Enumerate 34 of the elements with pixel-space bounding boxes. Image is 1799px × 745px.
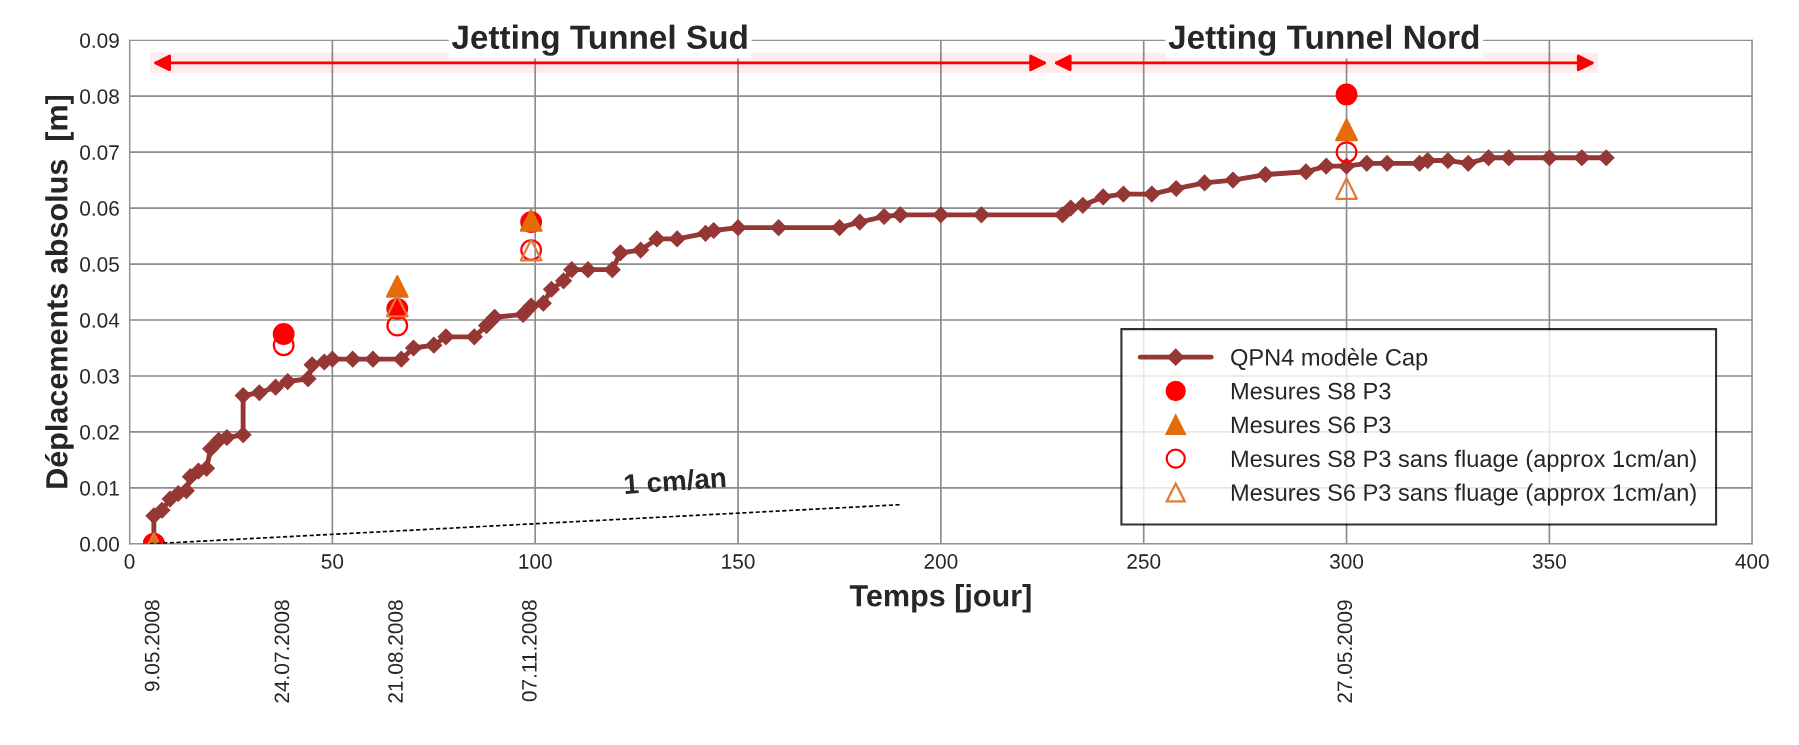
x-tick-label: 250 [1127, 554, 1161, 569]
legend-label: Mesures S8 P3 sans fluage (approx 1cm/an) [1231, 449, 1696, 472]
y-tick-label: 0.04 [80, 313, 120, 328]
legend-label: QPN4 modèle Cap [1231, 348, 1428, 371]
band-label: Jetting Tunnel Nord [1168, 24, 1479, 56]
y-tick-label: 0.00 [80, 536, 119, 552]
y-tick-label: 0.02 [80, 424, 119, 440]
annotation: 1 cm/an [624, 466, 726, 495]
y-tick-label: 0.06 [80, 201, 119, 216]
legend-label: Mesures S6 P3 [1231, 416, 1391, 434]
x-tick-label: 50 [321, 554, 344, 569]
y-tick-label: 0.07 [80, 145, 119, 160]
text: 07.11.2008 [521, 600, 537, 702]
text: 21.08.2008 [388, 600, 403, 703]
y-tick-label: 0.05 [80, 257, 119, 272]
x-tick-label: 300 [1329, 554, 1364, 569]
x-tick-label: 350 [1532, 554, 1566, 569]
band-label: Jetting Tunnel Sud [451, 24, 747, 56]
y-tick-label: 0.09 [80, 33, 119, 48]
x-tick-label: 150 [722, 554, 755, 569]
legend-label: Mesures S6 P3 sans fluage (approx 1cm/an) [1231, 483, 1696, 506]
text: 27.05.2009 [1337, 600, 1353, 703]
y-tick-label: 0.03 [80, 368, 119, 384]
text: 24.07.2008 [274, 600, 290, 703]
x-tick-label: 0 [124, 554, 135, 569]
y-axis-title: Déplacements absolus [m] [44, 95, 74, 488]
y-tick-label: 0.01 [80, 480, 119, 496]
x-tick-label: 100 [519, 554, 552, 569]
text: 9.05.2008 [144, 600, 160, 692]
x-tick-label: 400 [1735, 554, 1769, 569]
legend-label: Mesures S8 P3 [1231, 382, 1391, 400]
x-tick-label: 200 [924, 554, 958, 569]
x-axis-title: Temps [jour] [849, 584, 1031, 613]
y-tick-label: 0.08 [80, 89, 119, 104]
